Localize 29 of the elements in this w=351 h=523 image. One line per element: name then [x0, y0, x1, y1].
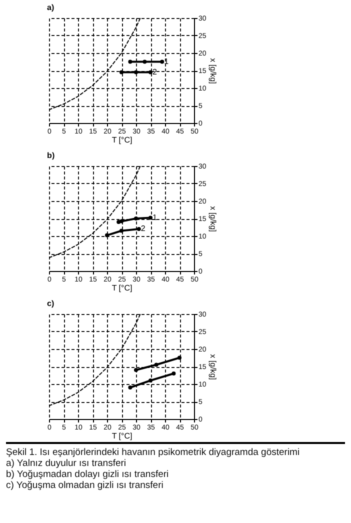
text: c) Yoğuşma olmadan gizli ısı transferi	[6, 480, 164, 491]
y-axis-title: x [g/kg]	[208, 58, 218, 84]
y-axis-title: x [g/kg]	[208, 206, 218, 232]
x-axis-title: T [°C]	[112, 432, 132, 440]
point	[128, 386, 132, 390]
point	[120, 219, 124, 224]
point	[154, 362, 158, 367]
x-axis-title: T [°C]	[112, 136, 132, 144]
annotation: 2	[140, 224, 146, 233]
y-axis-title: x [g/kg]	[208, 354, 218, 380]
chart-title: c)	[47, 299, 55, 308]
point	[105, 233, 109, 238]
chart-title: b)	[47, 151, 55, 160]
point	[148, 216, 152, 220]
x-axis-title: T [°C]	[112, 284, 132, 292]
text: a) Yalnız duyulur ısı transferi	[6, 458, 128, 469]
point	[172, 372, 176, 376]
point	[178, 356, 182, 360]
point	[136, 227, 141, 231]
point	[120, 228, 124, 233]
annotation: 1	[164, 56, 170, 66]
annotation: 2	[152, 67, 158, 76]
chart-title: a)	[47, 3, 55, 12]
point	[134, 216, 138, 220]
text: b) Yoğuşmadan dolayı gizli ısı transferi	[6, 469, 170, 480]
point	[134, 368, 138, 372]
point	[148, 378, 152, 382]
text: Şekil 1. Isı eşanjörlerindeki havanın psikometrik diyagramda gösterimi	[6, 447, 301, 458]
annotation: 1	[152, 212, 158, 222]
